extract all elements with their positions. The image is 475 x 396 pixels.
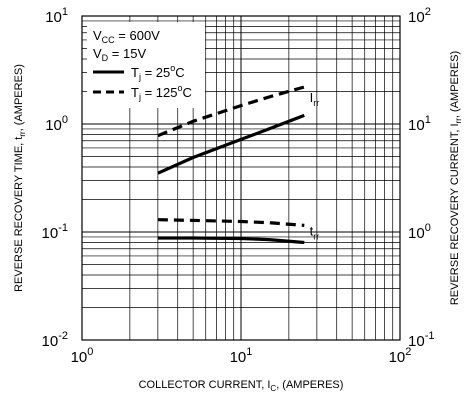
legend: VCC = 600V VD = 15V Tj = 25oC Tj = 125oC — [87, 22, 205, 108]
x-tick-label: 102 — [389, 346, 412, 366]
condition-vd: VD = 15V — [93, 46, 146, 63]
x-tick-labels: 100 101 102 — [71, 346, 412, 366]
annotation-trr: trr — [310, 223, 320, 241]
condition-vcc: VCC = 600V — [93, 28, 160, 45]
y-right-tick-label: 102 — [408, 6, 431, 26]
y-right-tick-labels: 10-1 100 101 102 — [408, 6, 434, 350]
series-irr-dashed — [157, 85, 305, 138]
y-left-axis-title: REVERSE RECOVERY TIME, trr, (AMPERES) — [13, 64, 27, 292]
series-trr-dashed — [157, 218, 305, 227]
legend-background — [87, 22, 205, 108]
y-right-tick-label: 10-1 — [408, 330, 434, 350]
y-right-tick-label: 100 — [408, 222, 431, 242]
legend-entry-25c: Tj = 25oC — [131, 63, 185, 82]
x-tick-label: 100 — [71, 346, 94, 366]
y-left-tick-label: 10-2 — [42, 330, 68, 350]
y-right-axis-title: REVERSE RECOVERY CURRENT, Irr, (AMPERES) — [449, 51, 463, 305]
y-left-tick-label: 100 — [45, 114, 68, 134]
y-left-tick-label: 10-1 — [42, 222, 68, 242]
annotation-irr: Irr — [310, 90, 320, 108]
curve-annotations: Irr trr — [310, 90, 320, 241]
plot-frame — [81, 15, 401, 341]
series — [157, 85, 305, 245]
x-axis-title: COLLECTOR CURRENT, IC, (AMPERES) — [139, 379, 344, 393]
y-left-tick-label: 101 — [45, 6, 68, 26]
y-left-tick-labels: 10-2 10-1 100 101 — [42, 6, 68, 350]
y-right-tick-label: 101 — [408, 114, 431, 134]
series-irr-solid — [157, 113, 305, 175]
x-tick-label: 101 — [230, 346, 253, 366]
series-trr-solid — [157, 236, 305, 245]
legend-entry-125c: Tj = 125oC — [131, 83, 192, 102]
